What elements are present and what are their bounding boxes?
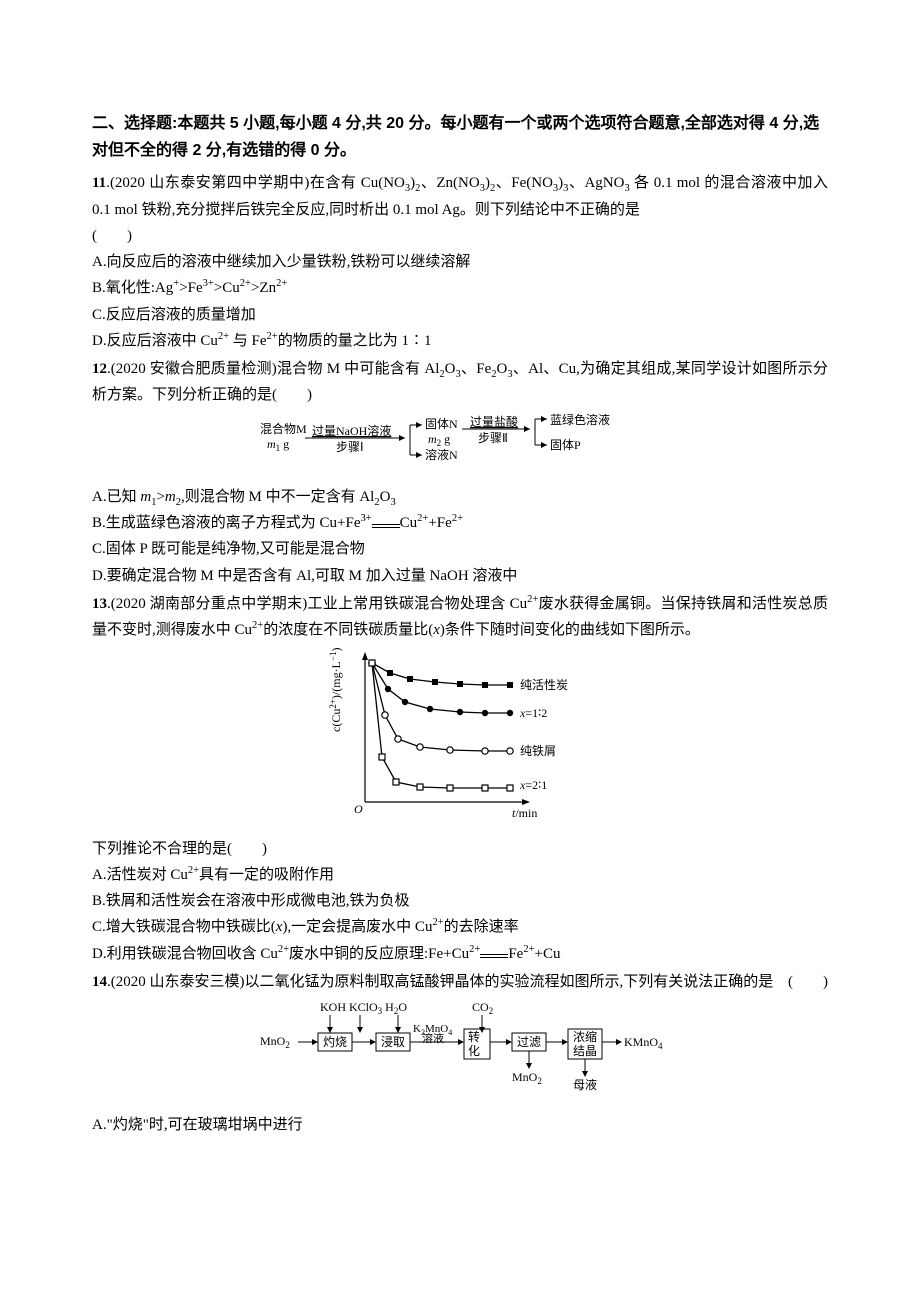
svg-text:母液: 母液 xyxy=(573,1077,597,1092)
question-14: 14.(2020 山东泰安三模)以二氧化锰为原料制取高锰酸钾晶体的实验流程如图所… xyxy=(92,969,828,1139)
q14-option-a: A."灼烧"时,可在玻璃坩埚中进行 xyxy=(92,1112,828,1138)
svg-text:固体P: 固体P xyxy=(550,438,581,452)
svg-text:m1 g: m1 g xyxy=(267,437,289,453)
q14-stem: 14.(2020 山东泰安三模)以二氧化锰为原料制取高锰酸钾晶体的实验流程如图所… xyxy=(92,969,828,995)
svg-text:化: 化 xyxy=(468,1044,480,1058)
svg-text:蓝绿色溶液: 蓝绿色溶液 xyxy=(550,413,610,427)
q14-number: 14 xyxy=(92,974,107,990)
svg-text:t/min: t/min xyxy=(512,806,537,820)
q13-source: (2020 湖南部分重点中学期末) xyxy=(111,596,307,612)
q13-option-b: B.铁屑和活性炭会在溶液中形成微电池,铁为负极 xyxy=(92,888,828,914)
svg-text:CO2: CO2 xyxy=(472,1000,493,1016)
q11-paren: ( ) xyxy=(92,223,828,249)
q13-option-a: A.活性炭对 Cu2+具有一定的吸附作用 xyxy=(92,862,828,888)
svg-text:KOH KClO3 H2O: KOH KClO3 H2O xyxy=(320,1000,407,1016)
q11-option-a: A.向反应后的溶液中继续加入少量铁粉,铁粉可以继续溶解 xyxy=(92,249,828,275)
svg-text:x=1∶2: x=1∶2 xyxy=(519,706,547,720)
q14-flow-svg: KOH KClO3 H2O CO2 MnO2 灼烧 浸取 K2MnO4 溶液 xyxy=(250,999,670,1099)
q11-number: 11 xyxy=(92,175,106,191)
q11-source: (2020 山东泰安第四中学期中) xyxy=(110,175,309,191)
q13-followup: 下列推论不合理的是( ) xyxy=(92,836,828,862)
q13-number: 13 xyxy=(92,596,107,612)
q13-option-c: C.增大铁碳混合物中铁碳比(x),一定会提高废水中 Cu2+的去除速率 xyxy=(92,914,828,940)
svg-text:灼烧: 灼烧 xyxy=(323,1034,347,1049)
q14-source: (2020 山东泰安三模) xyxy=(111,974,245,990)
svg-text:MnO2: MnO2 xyxy=(512,1070,542,1086)
svg-text:x=2∶1: x=2∶1 xyxy=(519,778,547,792)
svg-text:m2 g: m2 g xyxy=(428,432,450,448)
q13-chart: O c(Cu2+)/(mg·L−1) t/min 纯活性炭 x=1∶2 纯铁屑 xyxy=(92,647,828,831)
question-11: 11.(2020 山东泰安第四中学期中)在含有 Cu(NO3)2、Zn(NO3)… xyxy=(92,170,828,354)
question-12: 12.(2020 安徽合肥质量检测)混合物 M 中可能含有 Al2O3、Fe2O… xyxy=(92,356,828,589)
svg-text:转: 转 xyxy=(468,1029,480,1044)
q12-option-d: D.要确定混合物 M 中是否含有 Al,可取 M 加入过量 NaOH 溶液中 xyxy=(92,563,828,589)
q13-option-d: D.利用铁碳混合物回收含 Cu2+废水中铜的反应原理:Fe+Cu2+Fe2++C… xyxy=(92,941,828,967)
svg-text:步骤Ⅱ: 步骤Ⅱ xyxy=(478,431,508,445)
q13-chart-svg: O c(Cu2+)/(mg·L−1) t/min 纯活性炭 x=1∶2 纯铁屑 xyxy=(310,647,610,822)
q12-option-b: B.生成蓝绿色溶液的离子方程式为 Cu+Fe3+Cu2++Fe2+ xyxy=(92,510,828,536)
svg-text:c(Cu2+)/(mg·L−1): c(Cu2+)/(mg·L−1) xyxy=(328,648,343,732)
q13-stem: 13.(2020 湖南部分重点中学期末)工业上常用铁碳混合物处理含 Cu2+废水… xyxy=(92,591,828,644)
q12-number: 12 xyxy=(92,361,107,377)
q12-option-c: C.固体 P 既可能是纯净物,又可能是混合物 xyxy=(92,536,828,562)
svg-text:溶液: 溶液 xyxy=(422,1031,444,1045)
q14-paren: ( ) xyxy=(788,969,828,995)
svg-text:过滤: 过滤 xyxy=(517,1035,541,1049)
svg-text:过量NaOH溶液: 过量NaOH溶液 xyxy=(312,423,391,438)
svg-text:O: O xyxy=(354,802,363,816)
q11-option-b: B.氧化性:Ag+>Fe3+>Cu2+>Zn2+ xyxy=(92,275,828,301)
svg-text:纯活性炭: 纯活性炭 xyxy=(520,678,568,692)
svg-text:步骤Ⅰ: 步骤Ⅰ xyxy=(336,440,364,454)
q12-figure: 混合物M m1 g 过量NaOH溶液 步骤Ⅰ 固体N m2 g 溶液N 过量盐酸… xyxy=(92,413,828,480)
q12-stem: 12.(2020 安徽合肥质量检测)混合物 M 中可能含有 Al2O3、Fe2O… xyxy=(92,356,828,409)
svg-text:KMnO4: KMnO4 xyxy=(624,1035,663,1051)
q11-stem: 11.(2020 山东泰安第四中学期中)在含有 Cu(NO3)2、Zn(NO3)… xyxy=(92,170,828,223)
svg-text:MnO2: MnO2 xyxy=(260,1034,290,1050)
q11-option-c: C.反应后溶液的质量增加 xyxy=(92,302,828,328)
q11-option-d: D.反应后溶液中 Cu2+ 与 Fe2+的物质的量之比为 1∶1 xyxy=(92,328,828,354)
svg-text:浸取: 浸取 xyxy=(381,1035,405,1049)
question-13: 13.(2020 湖南部分重点中学期末)工业上常用铁碳混合物处理含 Cu2+废水… xyxy=(92,591,828,967)
svg-text:过量盐酸: 过量盐酸 xyxy=(470,414,518,429)
svg-text:纯铁屑: 纯铁屑 xyxy=(520,744,556,758)
q12-d-start: 混合物M xyxy=(260,421,307,436)
q12-flow-svg: 混合物M m1 g 过量NaOH溶液 步骤Ⅰ 固体N m2 g 溶液N 过量盐酸… xyxy=(230,413,690,471)
svg-text:固体N: 固体N xyxy=(425,417,458,431)
q12-source: (2020 安徽合肥质量检测) xyxy=(111,361,277,377)
q14-figure: KOH KClO3 H2O CO2 MnO2 灼烧 浸取 K2MnO4 溶液 xyxy=(92,999,828,1108)
svg-text:结晶: 结晶 xyxy=(573,1044,597,1058)
section-header: 二、选择题:本题共 5 小题,每小题 4 分,共 20 分。每小题有一个或两个选… xyxy=(92,110,828,164)
svg-text:溶液N: 溶液N xyxy=(425,447,458,462)
svg-text:浓缩: 浓缩 xyxy=(573,1029,597,1044)
q12-option-a: A.已知 m1>m2,则混合物 M 中不一定含有 Al2O3 xyxy=(92,484,828,510)
